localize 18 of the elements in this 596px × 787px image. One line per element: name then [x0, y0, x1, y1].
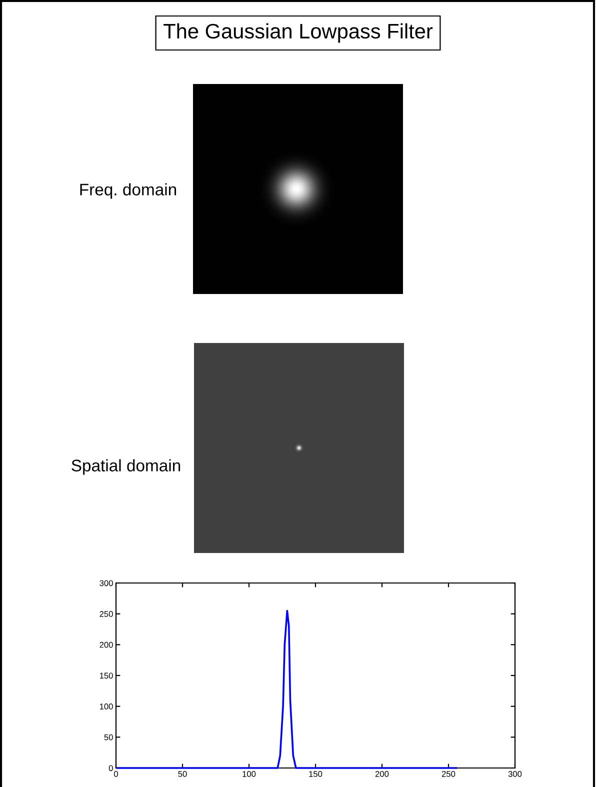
y-tick-label: 50 — [104, 734, 113, 740]
x-tick-label: 200 — [375, 771, 389, 777]
y-tick-label: 300 — [100, 580, 113, 586]
line-series — [116, 610, 457, 769]
text: Spatial domain — [72, 459, 180, 475]
x-tick-label: 0 — [114, 771, 118, 777]
x-tick-label: 250 — [442, 771, 456, 777]
x-tick-label: 50 — [178, 771, 187, 777]
x-tick-label: 300 — [508, 771, 522, 777]
x-tick-label: 150 — [309, 771, 322, 777]
text: Freq. domain — [80, 183, 176, 199]
chart-title: The Gaussian Lowpass Filter — [164, 23, 433, 43]
y-tick-label: 150 — [100, 672, 113, 679]
y-tick-label: 0 — [108, 765, 113, 772]
x-tick-label: 100 — [242, 771, 256, 777]
y-tick-label: 250 — [100, 611, 113, 617]
y-tick-label: 200 — [100, 642, 113, 648]
y-tick-label: 100 — [100, 704, 113, 710]
